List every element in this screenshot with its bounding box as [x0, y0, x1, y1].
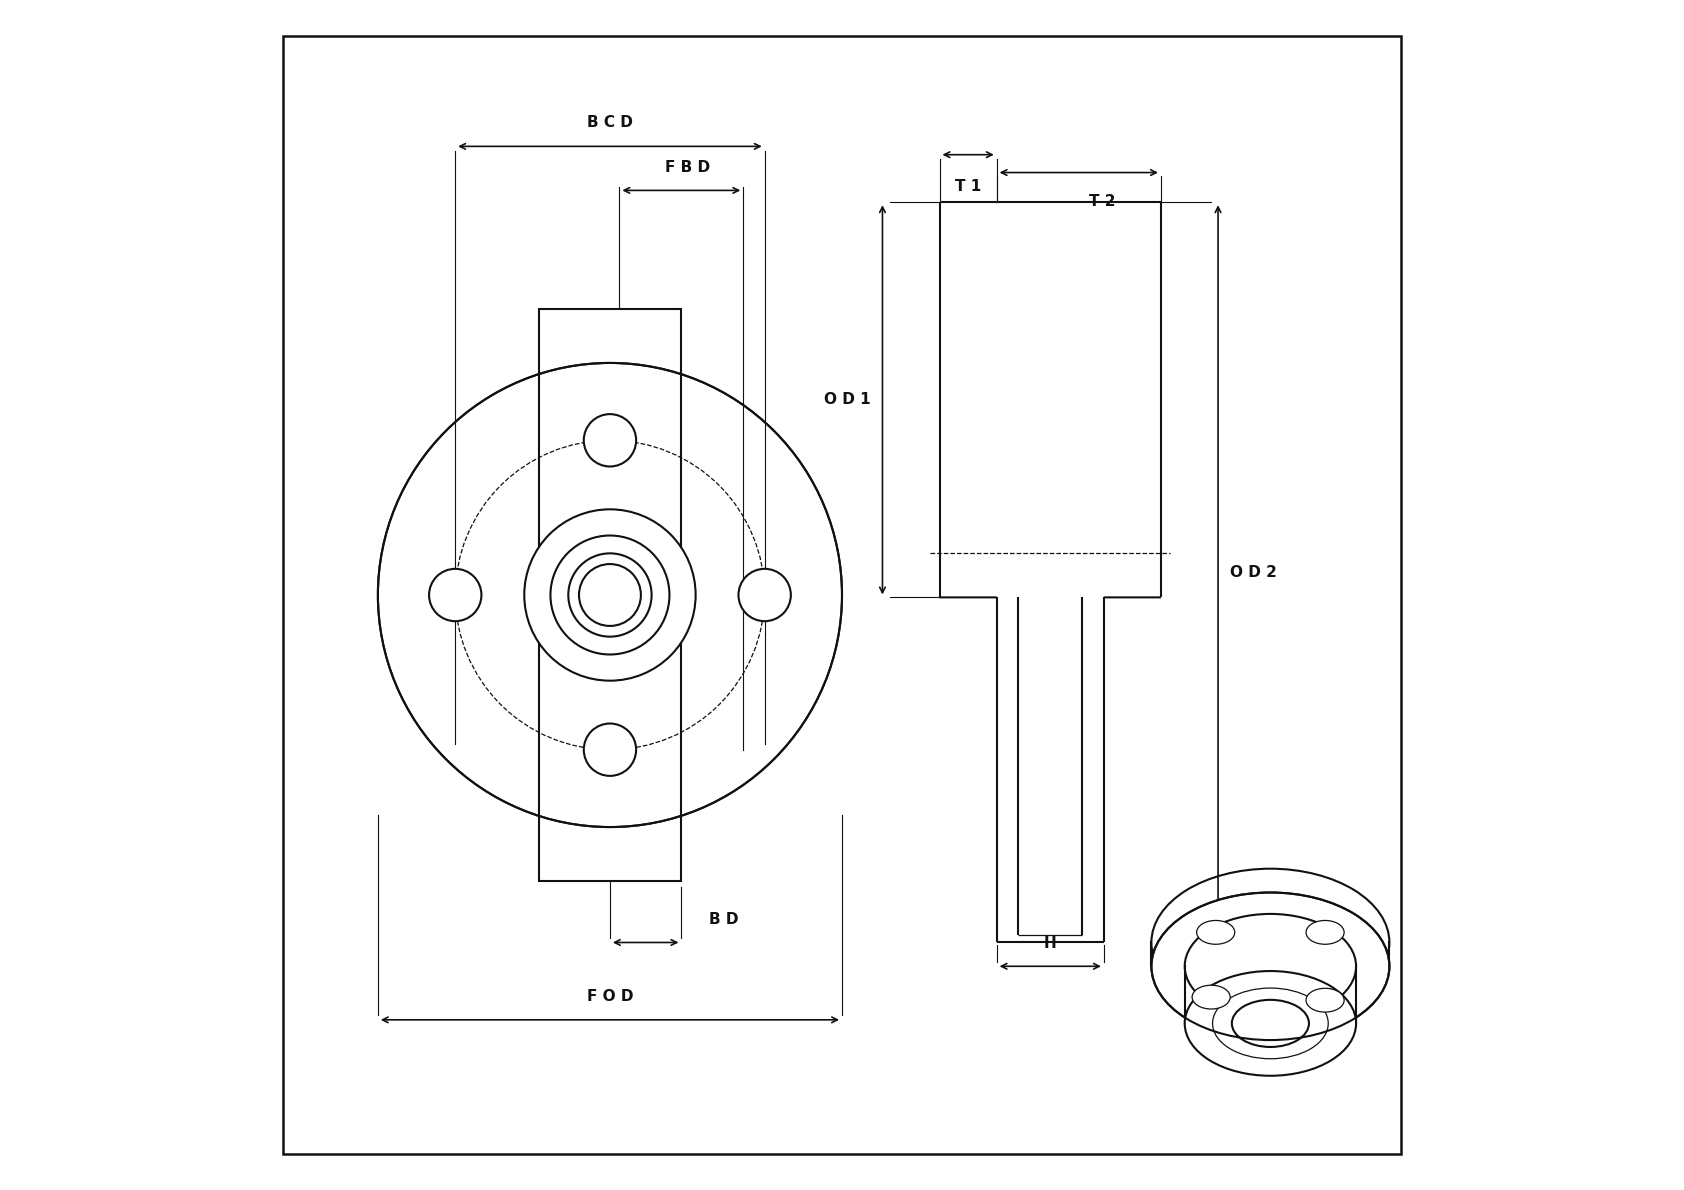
Ellipse shape — [524, 509, 695, 681]
Ellipse shape — [1212, 988, 1329, 1059]
Ellipse shape — [1186, 971, 1356, 1076]
Text: O D 1: O D 1 — [823, 393, 871, 407]
Text: T 2: T 2 — [1090, 194, 1116, 209]
Text: F O D: F O D — [586, 989, 633, 1004]
Text: T 1: T 1 — [955, 178, 982, 194]
Text: F B D: F B D — [665, 159, 711, 175]
Ellipse shape — [551, 536, 670, 654]
Ellipse shape — [1152, 892, 1389, 1040]
Text: B C D: B C D — [588, 114, 633, 130]
Ellipse shape — [1307, 988, 1344, 1012]
Ellipse shape — [568, 553, 652, 637]
Ellipse shape — [584, 724, 637, 776]
Bar — [539, 309, 682, 881]
Ellipse shape — [579, 564, 642, 626]
Ellipse shape — [1307, 921, 1344, 945]
Text: O D 2: O D 2 — [1229, 565, 1276, 580]
Text: B D: B D — [709, 912, 739, 927]
Ellipse shape — [1186, 914, 1356, 1019]
Ellipse shape — [1231, 1000, 1308, 1047]
Ellipse shape — [429, 569, 482, 621]
Ellipse shape — [739, 569, 791, 621]
Ellipse shape — [584, 414, 637, 466]
Ellipse shape — [1192, 985, 1231, 1009]
Text: H: H — [1044, 935, 1056, 951]
Ellipse shape — [1197, 921, 1234, 945]
